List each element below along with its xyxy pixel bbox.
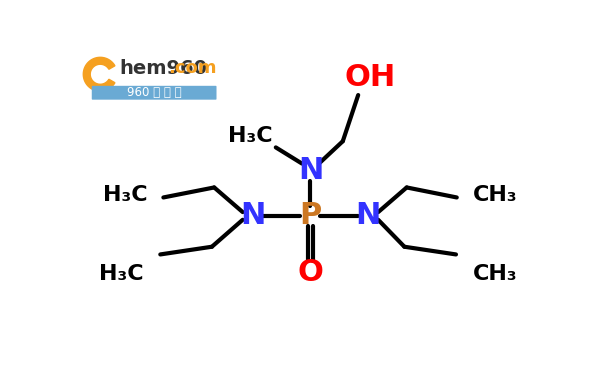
Text: P: P <box>299 201 322 231</box>
Polygon shape <box>83 57 115 91</box>
Text: CH₃: CH₃ <box>473 264 517 285</box>
Text: N: N <box>240 201 266 231</box>
Text: .com: .com <box>168 59 217 77</box>
Text: hem960: hem960 <box>119 58 208 78</box>
Text: H₃C: H₃C <box>103 185 147 205</box>
Text: H₃C: H₃C <box>99 264 144 285</box>
Text: CH₃: CH₃ <box>473 185 517 205</box>
Text: N: N <box>356 201 381 231</box>
Text: 960 化 工 网: 960 化 工 网 <box>127 86 182 99</box>
Text: OH: OH <box>344 63 395 92</box>
Text: N: N <box>298 156 323 185</box>
Text: O: O <box>298 258 324 286</box>
Text: H₃C: H₃C <box>228 126 273 146</box>
FancyBboxPatch shape <box>92 86 217 100</box>
